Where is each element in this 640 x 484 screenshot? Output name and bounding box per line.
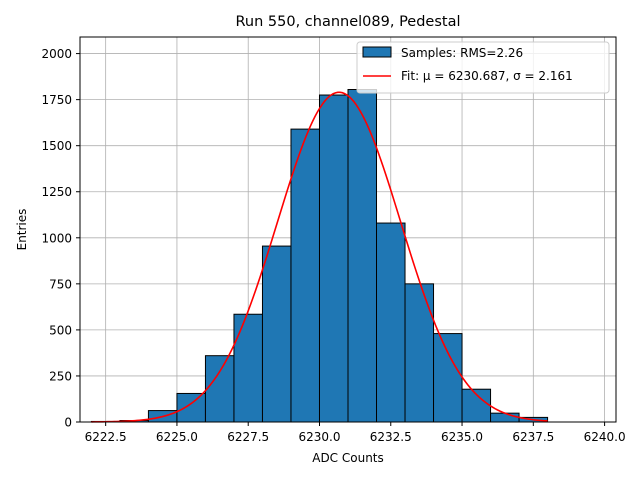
y-tick-label: 0 xyxy=(64,416,72,430)
x-tick-label: 6240.0 xyxy=(584,430,626,444)
y-tick-label: 750 xyxy=(49,277,72,291)
y-tick-label: 250 xyxy=(49,369,72,383)
x-tick-label: 6222.5 xyxy=(85,430,127,444)
histogram-bar xyxy=(433,333,463,423)
y-axis-ticks: 0 250 500 750 1000 1250 1500 1750 2000 xyxy=(41,47,80,430)
legend: Samples: RMS=2.26 Fit: μ = 6230.687, σ =… xyxy=(356,41,610,94)
histogram-bar xyxy=(233,313,263,423)
legend-swatch-samples xyxy=(362,46,392,58)
histogram-bar xyxy=(347,89,378,423)
y-tick-label: 500 xyxy=(49,323,72,337)
y-tick-label: 1500 xyxy=(41,139,72,153)
legend-box xyxy=(356,41,610,94)
x-tick-label: 6235.0 xyxy=(441,430,483,444)
fit-curve-layer xyxy=(91,91,548,423)
legend-label-fit: Fit: μ = 6230.687, σ = 2.161 xyxy=(401,69,573,83)
histogram-bar xyxy=(404,283,435,423)
histogram-bar xyxy=(318,94,349,423)
histogram-bar xyxy=(204,355,235,423)
chart-title: Run 550, channel089, Pedestal xyxy=(235,14,460,30)
histogram-bar xyxy=(290,128,320,423)
fit-curve xyxy=(91,91,548,423)
histogram-bars xyxy=(90,89,549,423)
y-tick-label: 1250 xyxy=(41,185,72,199)
x-tick-label: 6227.5 xyxy=(227,430,269,444)
x-tick-label: 6237.5 xyxy=(512,430,554,444)
y-tick-label: 2000 xyxy=(41,47,72,61)
axes-frame xyxy=(79,36,617,423)
y-tick-label: 1750 xyxy=(41,93,72,107)
x-tick-label: 6225.0 xyxy=(156,430,198,444)
legend-label-samples: Samples: RMS=2.26 xyxy=(401,46,523,60)
histogram-bar xyxy=(261,245,292,423)
x-tick-label: 6232.5 xyxy=(370,430,412,444)
x-tick-label: 6230.0 xyxy=(298,430,340,444)
histogram-bar xyxy=(376,222,406,423)
y-axis-label: Entries xyxy=(15,209,29,251)
histogram-bar xyxy=(176,392,206,423)
histogram-bar xyxy=(490,412,520,423)
x-axis-ticks: 6222.5 6225.0 6227.5 6230.0 6232.5 6235.0 6237… xyxy=(85,422,626,444)
y-tick-label: 1000 xyxy=(41,231,72,245)
x-axis-label: ADC Counts xyxy=(312,451,384,465)
